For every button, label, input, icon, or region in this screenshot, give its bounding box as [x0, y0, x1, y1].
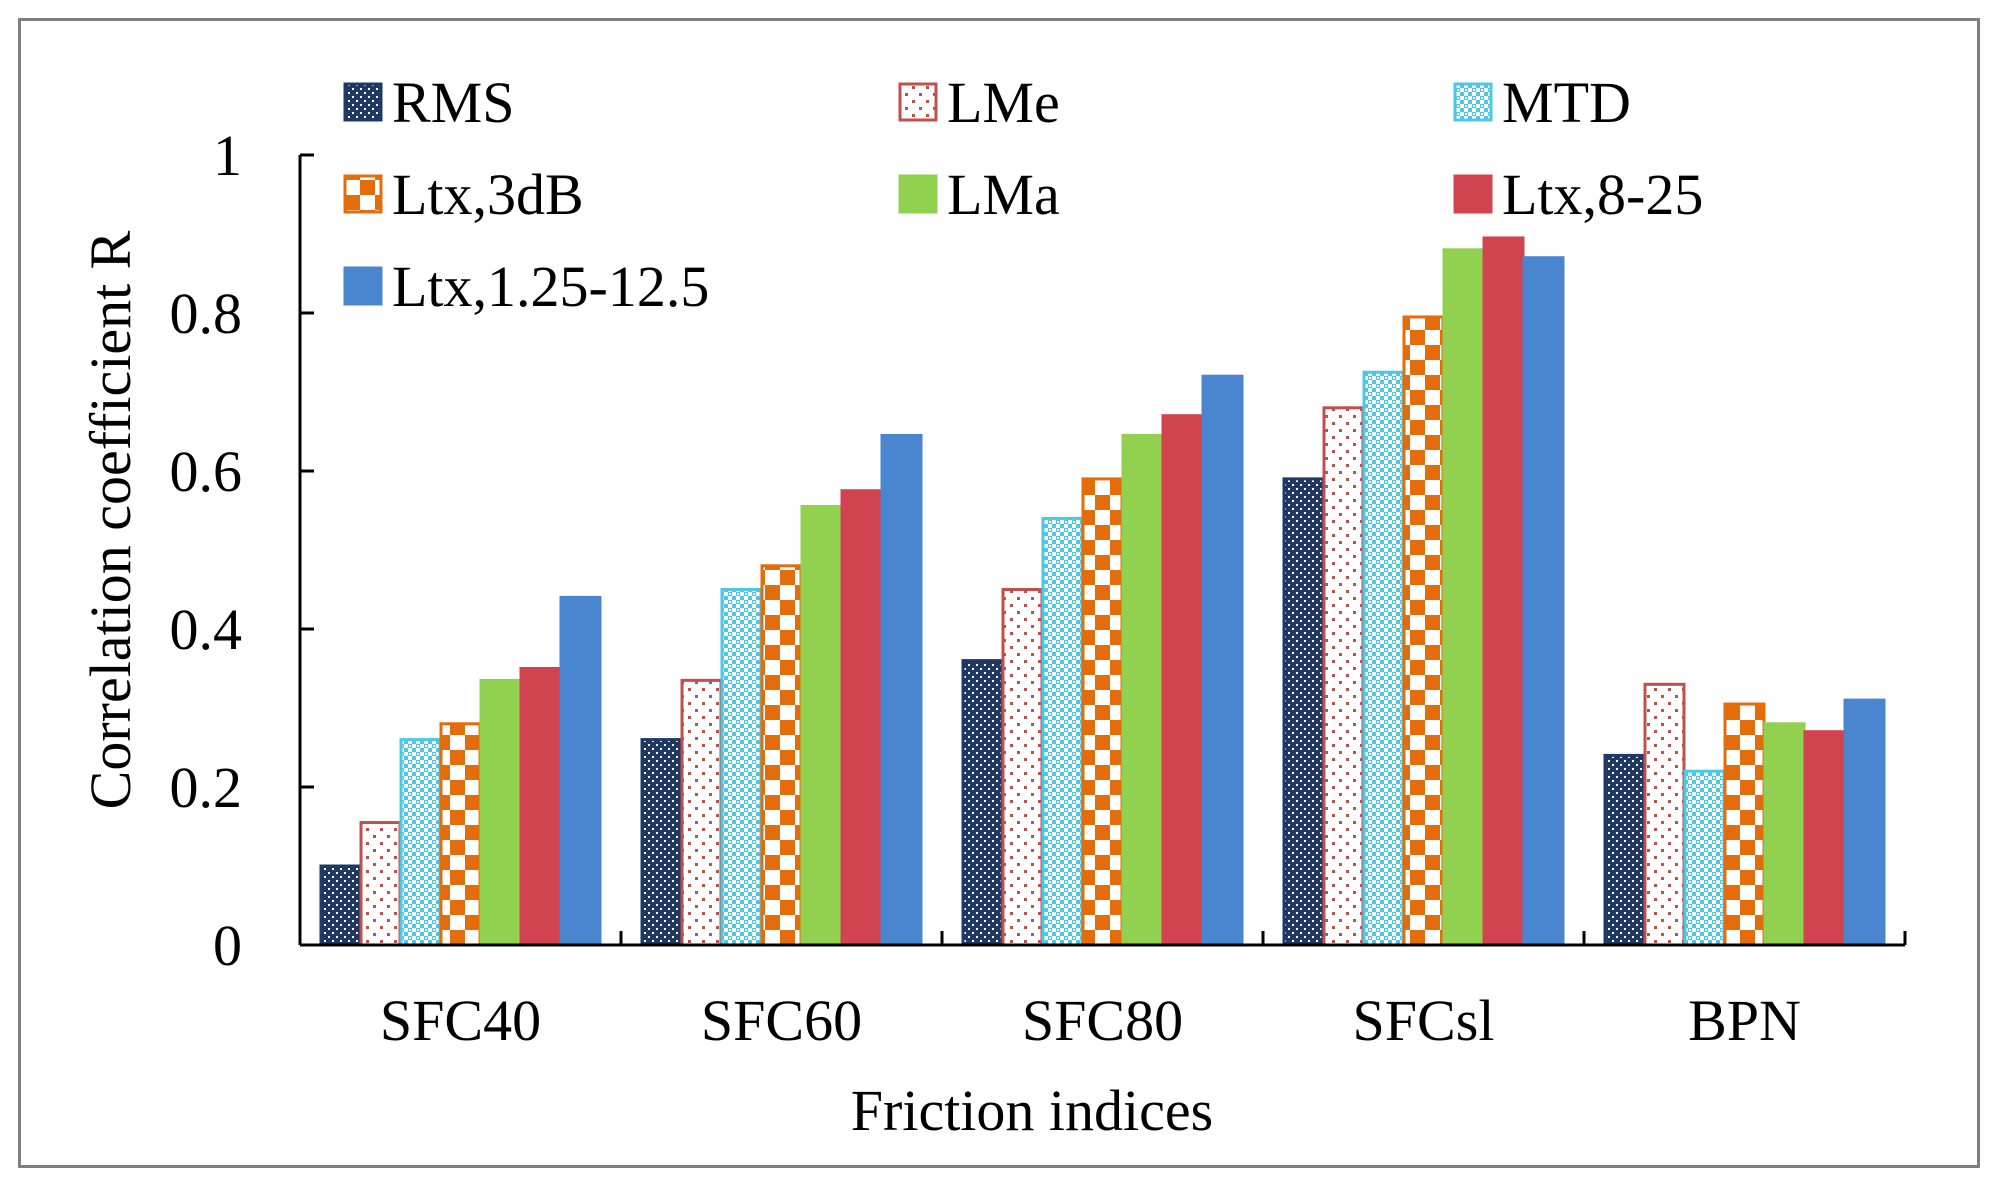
bar-sfcsl-lma — [1442, 248, 1485, 947]
bar-sfcsl-lme — [1322, 406, 1365, 947]
legend-label: LMa — [947, 162, 1060, 227]
bar-sfc60-lma — [800, 505, 843, 947]
y-tick-label: 1 — [213, 123, 242, 188]
legend-swatch — [898, 82, 938, 122]
y-tick-label: 0.6 — [170, 439, 243, 504]
legend-label: LMe — [947, 70, 1060, 135]
x-tick-label: BPN — [1688, 988, 1801, 1053]
bar-bpn-lma — [1763, 722, 1806, 947]
x-tick-label: SFC60 — [701, 988, 862, 1053]
bar-sfcsl-ltx-8-25 — [1482, 236, 1525, 947]
bar-bpn-lme — [1643, 682, 1686, 947]
bar-sfc80-mtd — [1041, 516, 1084, 947]
bar-sfc40-mtd — [399, 738, 442, 947]
legend-layer: RMS LMe MTD Ltx,3dB LMa Ltx,8-25 Ltx,1.25-12.5 — [343, 70, 1703, 319]
bar-sfc80-ltx-3db — [1081, 477, 1124, 947]
bar-sfc60-mtd — [720, 588, 763, 947]
legend-swatch — [343, 266, 383, 306]
bar-sfc80-ltx-8-25 — [1161, 414, 1204, 947]
bar-sfc40-lme — [359, 821, 402, 947]
bar-sfc60-lme — [680, 678, 723, 947]
legend-label: MTD — [1502, 70, 1631, 135]
y-tick-label: 0.4 — [170, 597, 243, 662]
x-tick-label: SFCsl — [1353, 988, 1495, 1053]
bar-bpn-ltx-1-25-12-5 — [1843, 698, 1886, 947]
y-tick-label: 0.2 — [170, 755, 243, 820]
bar-sfc60-rms — [640, 738, 683, 947]
bar-bpn-mtd — [1683, 769, 1726, 947]
bar-sfc60-ltx-8-25 — [840, 489, 883, 947]
legend-swatch — [1453, 174, 1493, 214]
legend-label: RMS — [392, 70, 515, 135]
y-tick-label: 0.8 — [170, 281, 243, 346]
y-tick-label: 0 — [213, 913, 242, 978]
legend-label: Ltx,1.25-12.5 — [392, 254, 709, 319]
bar-sfcsl-rms — [1282, 477, 1325, 947]
legend-label: Ltx,3dB — [392, 162, 584, 227]
legend-label: Ltx,8-25 — [1502, 162, 1703, 227]
bar-sfc40-ltx-8-25 — [519, 667, 562, 947]
bar-bpn-rms — [1603, 753, 1646, 947]
x-tick-label: SFC80 — [1022, 988, 1183, 1053]
bar-sfcsl-ltx-1-25-12-5 — [1522, 256, 1565, 947]
bar-sfc80-ltx-1-25-12-5 — [1201, 374, 1244, 947]
axes-layer: 0 0.2 0.4 0.6 0.8 1 SFC40 SFC60 SFC80 SFCsl BPN — [170, 123, 1907, 1053]
bar-sfc40-rms — [319, 864, 362, 947]
bar-sfc40-lma — [479, 678, 522, 947]
y-axis-title: Correlation coefficient R — [78, 230, 143, 809]
legend-swatch — [898, 174, 938, 214]
legend-swatch — [343, 82, 383, 122]
bar-sfc60-ltx-1-25-12-5 — [880, 433, 923, 947]
legend-swatch — [343, 174, 383, 214]
x-axis-title: Friction indices — [851, 1078, 1213, 1143]
bar-bpn-ltx-8-25 — [1803, 730, 1846, 947]
bar-bpn-ltx-3db — [1723, 702, 1766, 947]
bar-sfc60-ltx-3db — [760, 564, 803, 947]
bar-sfc40-ltx-1-25-12-5 — [559, 595, 602, 947]
bar-sfc40-ltx-3db — [439, 722, 482, 947]
bar-sfc80-lma — [1121, 433, 1164, 947]
bar-sfc80-lme — [1001, 588, 1044, 947]
legend-swatch — [1453, 82, 1493, 122]
x-tick-label: SFC40 — [380, 988, 541, 1053]
bar-sfc80-rms — [961, 659, 1004, 947]
bars-layer — [319, 236, 1886, 947]
bar-sfcsl-ltx-3db — [1402, 315, 1445, 947]
bar-sfcsl-mtd — [1362, 370, 1405, 947]
